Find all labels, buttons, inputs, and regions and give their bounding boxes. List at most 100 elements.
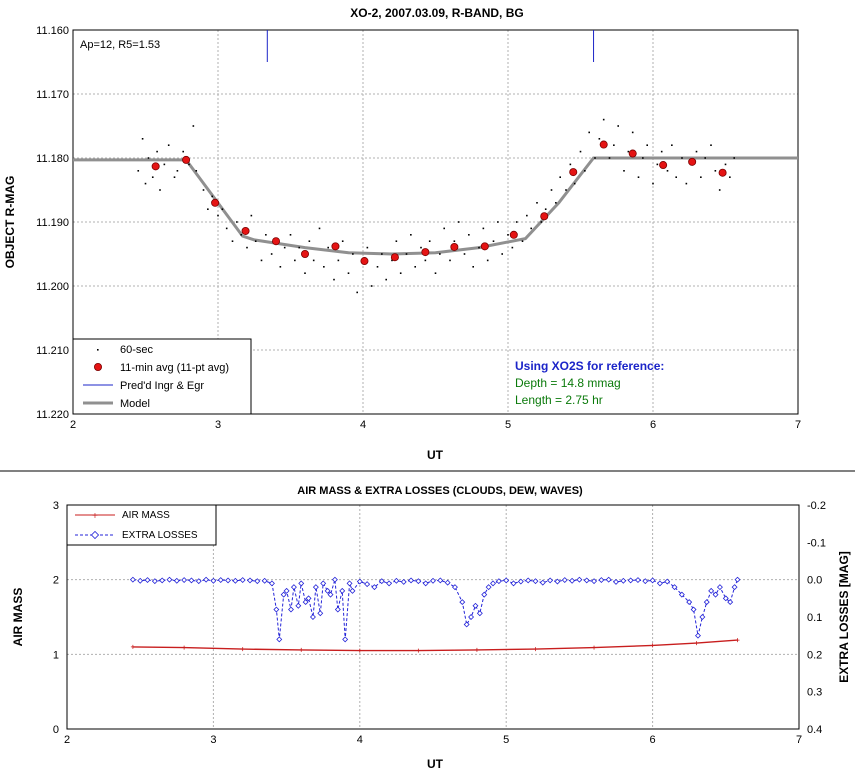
sixty-sec-point (660, 150, 663, 153)
extra-losses-point (273, 606, 280, 613)
sixty-sec-point (646, 144, 648, 146)
sixty-sec-point (569, 163, 572, 166)
sixty-sec-point (511, 246, 514, 249)
sixty-sec-point (666, 170, 669, 172)
legend-label-airmass: AIR MASS (122, 510, 170, 521)
ingress-egress-series (266, 30, 595, 62)
extra-losses-point (195, 578, 202, 585)
sixty-sec-point (385, 278, 387, 281)
sixty-sec-point (627, 150, 630, 153)
bottom-y2-tick: 0.4 (807, 724, 822, 736)
sixty-sec-point (159, 189, 161, 191)
extra-losses-point (569, 577, 576, 584)
extra-losses-point (722, 595, 729, 602)
sixty-sec-point (631, 131, 634, 134)
extra-losses-point (331, 576, 338, 583)
extra-losses-point (532, 578, 539, 585)
sixty-sec-point (254, 240, 257, 242)
avg-point (509, 230, 518, 239)
sixty-sec-point (308, 240, 311, 242)
extra-losses-point (137, 577, 144, 584)
extra-losses-series (129, 576, 741, 643)
sixty-sec-point (370, 285, 373, 287)
avg-point (360, 257, 369, 266)
bottom-y-tick: 2 (53, 575, 59, 587)
extra-losses-point (210, 577, 217, 584)
sixty-sec-point (424, 259, 427, 262)
sixty-sec-point (497, 221, 499, 223)
top-x-tick: 2 (70, 419, 76, 431)
avg-point (599, 140, 608, 149)
sixty-sec-point (414, 266, 416, 268)
extra-losses-point (495, 578, 502, 585)
extra-losses-point (671, 584, 678, 591)
top-y-tick: 11.190 (36, 217, 69, 229)
sixty-sec-point (478, 246, 480, 249)
extra-losses-point (422, 580, 429, 587)
model-series (73, 156, 798, 256)
bottom-x-tick: 6 (650, 734, 656, 746)
sixty-sec-point (260, 259, 263, 262)
extra-losses-point (159, 577, 166, 584)
sixty-sec-point (449, 259, 451, 262)
sixty-sec-point (608, 157, 611, 159)
sixty-sec-point (700, 176, 702, 178)
extra-losses-point (415, 578, 422, 585)
sixty-sec-point (405, 253, 408, 255)
air-mass-point (416, 648, 421, 653)
extra-losses-point (539, 579, 546, 586)
sixty-sec-point (163, 163, 166, 166)
sixty-sec-point (341, 240, 344, 242)
extra-losses-point (517, 578, 524, 585)
top-corner-annotation: Ap=12, R5=1.53 (80, 39, 160, 51)
sixty-sec-point (457, 221, 460, 223)
legend-losses-marker (90, 530, 100, 540)
extra-losses-point (129, 576, 136, 583)
sixty-sec-point (337, 259, 340, 262)
sixty-sec-point (482, 227, 485, 230)
extra-losses-point (247, 577, 253, 584)
sixty-sec-point (323, 266, 325, 268)
air-mass-point (240, 647, 245, 652)
avg-point (182, 155, 191, 164)
legend-avg-marker (94, 362, 103, 371)
extra-losses-point (346, 580, 353, 587)
sixty-sec-point (526, 214, 528, 217)
bottom-y2-tick-labels: -0.2 -0.1 0.0 0.1 0.2 0.3 0.4 (807, 500, 826, 736)
extra-losses-point (481, 591, 488, 598)
extra-losses-line (132, 579, 738, 640)
extra-losses-point (290, 584, 297, 591)
sixty-sec-series (137, 118, 735, 294)
bottom-y2-tick: 0.3 (807, 687, 822, 699)
sixty-sec-point (304, 272, 306, 274)
sixty-sec-point (221, 208, 224, 210)
extra-losses-point (334, 606, 341, 613)
bottom-x-tick: 5 (503, 734, 509, 746)
extra-losses-point (203, 576, 210, 583)
sixty-sec-point (176, 170, 179, 172)
extra-losses-point (485, 584, 492, 591)
sixty-sec-point (729, 176, 731, 178)
sixty-sec-point (298, 246, 300, 249)
sixty-sec-point (151, 176, 154, 178)
sixty-sec-point (231, 240, 234, 242)
top-y-tick: 11.170 (36, 89, 69, 101)
extra-losses-point (217, 577, 224, 584)
sixty-sec-point (137, 170, 140, 172)
sixty-sec-point (718, 189, 721, 191)
sixty-sec-point (507, 234, 509, 236)
sixty-sec-point (381, 253, 383, 255)
extra-losses-point (444, 579, 451, 586)
sixty-sec-point (710, 144, 712, 146)
extra-losses-point (716, 584, 723, 591)
extra-losses-point (703, 599, 710, 606)
extra-losses-point (712, 591, 719, 598)
avg-point (718, 168, 727, 177)
extra-losses-point (151, 578, 158, 585)
extra-losses-point (690, 606, 697, 613)
extra-losses-point (327, 591, 334, 598)
sixty-sec-point (443, 227, 445, 230)
extra-losses-point (627, 577, 634, 584)
air-mass-series (130, 638, 740, 653)
extra-losses-point (727, 599, 734, 606)
